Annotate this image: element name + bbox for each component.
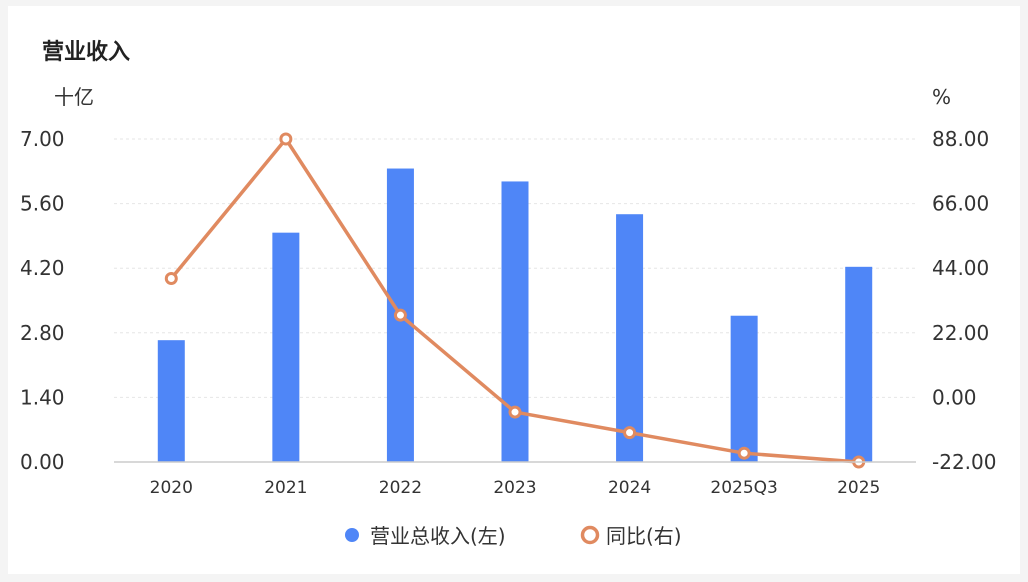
line-point	[737, 446, 751, 460]
bar	[272, 232, 300, 462]
right-tick-label: 0.00	[932, 385, 977, 409]
left-tick-label: 7.00	[20, 127, 65, 151]
line-point	[279, 132, 293, 146]
x-tick-label: 2025	[837, 478, 880, 498]
bar	[501, 181, 529, 463]
right-tick-label: 44.00	[932, 256, 989, 280]
left-tick-label: 1.40	[20, 385, 65, 409]
axes: 0.00 1.40 2.80 4.20 5.60 7.00 -22.00 0.00 22.00 4…	[20, 127, 996, 498]
left-axis-unit: 十亿	[54, 85, 94, 109]
right-tick-label: -22.00	[932, 450, 996, 474]
chart-card: 营业收入 十亿 % 0.00 1.40 2.80 4.20 5.60 7.00 -22.00…	[8, 6, 1020, 574]
left-tick-label: 4.20	[20, 256, 65, 280]
legend: 营业总收入(左) 同比(右)	[345, 524, 682, 548]
left-tick-label: 2.80	[20, 321, 65, 345]
x-tick-label: 2024	[608, 478, 651, 498]
line-series	[164, 132, 866, 469]
left-tick-label: 0.00	[20, 450, 65, 474]
legend-label-bar: 营业总收入(左)	[370, 524, 506, 548]
legend-marker-line	[580, 525, 600, 545]
chart-svg: 十亿 % 0.00 1.40 2.80 4.20 5.60 7.00 -22.00 0.00 2…	[20, 85, 996, 548]
bar	[730, 315, 758, 462]
right-tick-label: 22.00	[932, 321, 989, 345]
right-tick-label: 88.00	[932, 127, 989, 151]
chart-title: 营业收入	[42, 40, 131, 65]
line-point	[508, 405, 522, 419]
legend-marker-bar	[345, 528, 359, 542]
x-tick-label: 2021	[264, 478, 307, 498]
line-point	[623, 426, 637, 440]
left-tick-label: 5.60	[20, 192, 65, 216]
right-tick-label: 66.00	[932, 192, 989, 216]
x-tick-label: 2023	[493, 478, 536, 498]
x-tick-label: 2025Q3	[710, 478, 777, 498]
gridlines	[114, 138, 916, 398]
line-point	[393, 308, 407, 322]
legend-label-line: 同比(右)	[606, 524, 682, 548]
bar	[157, 340, 185, 462]
bar	[616, 214, 644, 462]
x-tick-label: 2020	[150, 478, 193, 498]
x-tick-label: 2022	[379, 478, 422, 498]
line-point	[164, 271, 178, 285]
right-axis-unit: %	[932, 85, 951, 109]
bar	[845, 266, 873, 462]
